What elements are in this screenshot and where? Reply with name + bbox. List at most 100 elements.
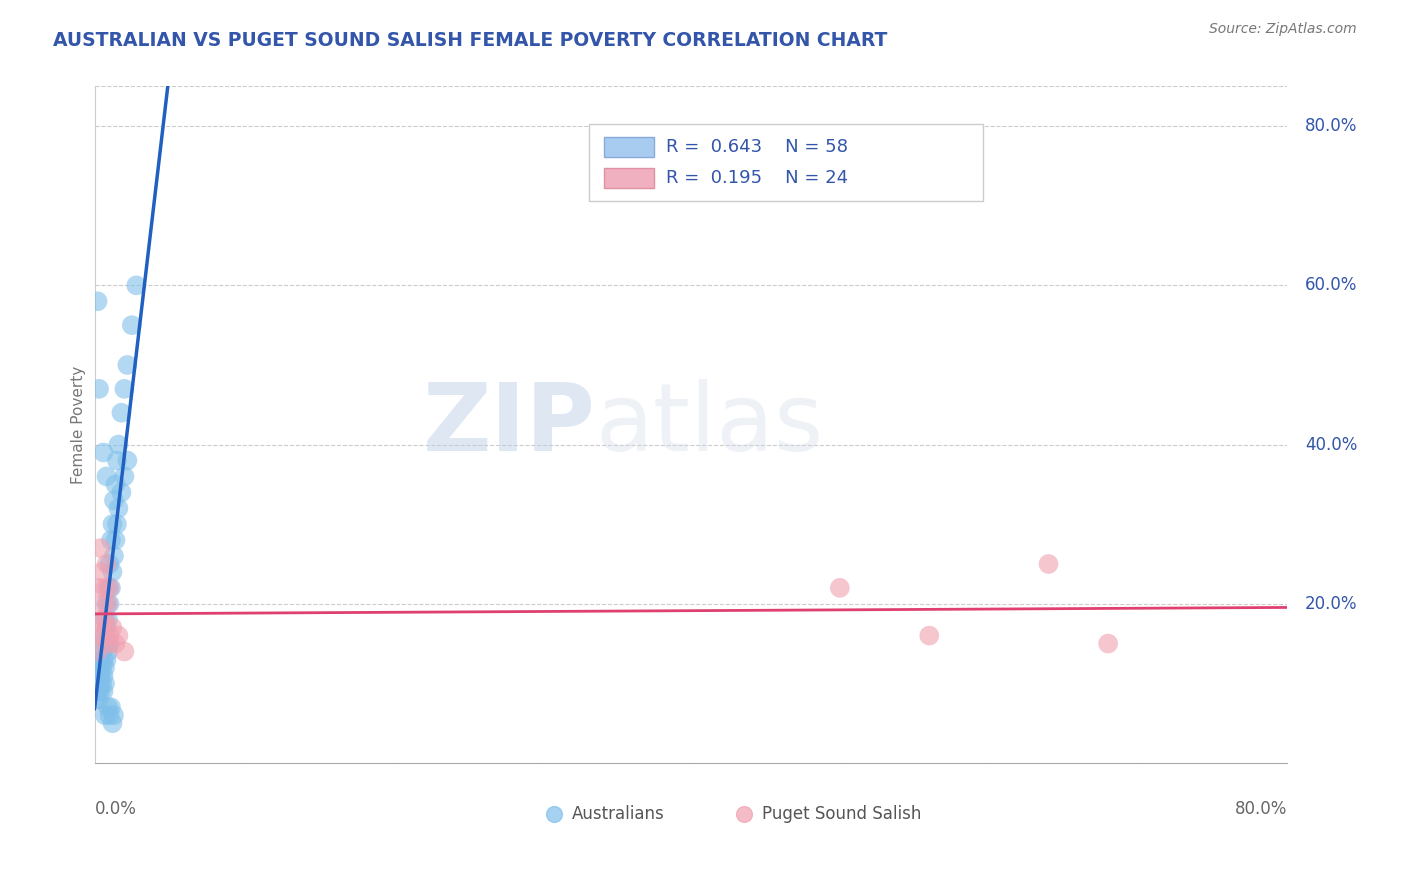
Point [100, 700, 122, 714]
FancyBboxPatch shape [603, 168, 654, 188]
Point [112, 644, 135, 658]
Point [101, 517, 124, 532]
Point [112, 382, 135, 396]
Point [98, 636, 121, 650]
Point [97, 636, 120, 650]
Text: 80.0%: 80.0% [1305, 117, 1357, 136]
Point [94, 676, 117, 690]
Text: 60.0%: 60.0% [1305, 277, 1357, 294]
Text: 80.0%: 80.0% [1234, 800, 1286, 818]
Point [96, 621, 118, 635]
Point [94, 581, 117, 595]
Point [86, 684, 108, 698]
Point [84, 692, 107, 706]
Point [90, 652, 112, 666]
Point [87, 581, 110, 595]
Point [100, 533, 122, 547]
Point [90, 668, 112, 682]
Point [97, 644, 120, 658]
Point [121, 318, 143, 333]
Point [90, 541, 112, 555]
Point [96, 652, 118, 666]
Point [87, 660, 110, 674]
Point [657, 815, 679, 830]
Text: AUSTRALIAN VS PUGET SOUND SALISH FEMALE POVERTY CORRELATION CHART: AUSTRALIAN VS PUGET SOUND SALISH FEMALE … [53, 31, 887, 50]
Text: 40.0%: 40.0% [1305, 435, 1357, 453]
Point [91, 565, 114, 579]
Point [103, 549, 125, 563]
Point [90, 684, 112, 698]
Point [98, 597, 121, 611]
Point [104, 533, 127, 547]
Point [97, 613, 120, 627]
Point [98, 629, 121, 643]
Text: 20.0%: 20.0% [1305, 595, 1357, 613]
Point [104, 636, 127, 650]
Point [117, 453, 139, 467]
FancyBboxPatch shape [603, 137, 654, 157]
Point [112, 469, 135, 483]
Point [828, 581, 851, 595]
Point [94, 613, 117, 627]
Point [110, 406, 132, 420]
Text: Puget Sound Salish: Puget Sound Salish [762, 805, 922, 822]
Point [93, 629, 115, 643]
Point [117, 358, 139, 372]
Text: Australians: Australians [572, 805, 664, 822]
Point [91, 676, 114, 690]
Text: R =  0.195    N = 24: R = 0.195 N = 24 [666, 169, 848, 186]
Point [107, 629, 129, 643]
Point [90, 613, 112, 627]
Point [1097, 636, 1119, 650]
Point [93, 629, 115, 643]
Point [98, 557, 121, 571]
Y-axis label: Female Poverty: Female Poverty [72, 366, 86, 483]
Point [87, 676, 110, 690]
Point [107, 437, 129, 451]
Point [110, 485, 132, 500]
Text: Source: ZipAtlas.com: Source: ZipAtlas.com [1209, 22, 1357, 37]
Point [125, 278, 148, 293]
Text: 0.0%: 0.0% [94, 800, 136, 818]
Point [101, 621, 124, 635]
Point [105, 453, 128, 467]
Point [96, 469, 118, 483]
Point [93, 684, 115, 698]
Point [98, 708, 121, 723]
Point [107, 501, 129, 516]
Point [94, 613, 117, 627]
Point [104, 477, 127, 491]
Point [86, 644, 108, 658]
Point [87, 629, 110, 643]
Point [918, 629, 941, 643]
Point [93, 668, 115, 682]
FancyBboxPatch shape [589, 124, 983, 202]
Point [86, 676, 108, 690]
Point [98, 581, 121, 595]
Point [97, 700, 120, 714]
Point [91, 644, 114, 658]
Text: R =  0.643    N = 58: R = 0.643 N = 58 [666, 138, 848, 156]
Point [97, 581, 120, 595]
Point [105, 517, 128, 532]
Point [91, 660, 114, 674]
Point [96, 557, 118, 571]
Point [93, 597, 115, 611]
Text: ZIP: ZIP [423, 379, 595, 471]
Point [94, 660, 117, 674]
Point [97, 597, 120, 611]
Point [93, 445, 115, 459]
Point [103, 708, 125, 723]
Point [96, 621, 118, 635]
Text: atlas: atlas [595, 379, 824, 471]
Point [103, 493, 125, 508]
Point [1038, 557, 1060, 571]
Point [100, 581, 122, 595]
Point [86, 294, 108, 309]
Point [87, 692, 110, 706]
Point [896, 815, 918, 830]
Point [87, 382, 110, 396]
Point [101, 716, 124, 731]
Point [93, 652, 115, 666]
Point [94, 636, 117, 650]
